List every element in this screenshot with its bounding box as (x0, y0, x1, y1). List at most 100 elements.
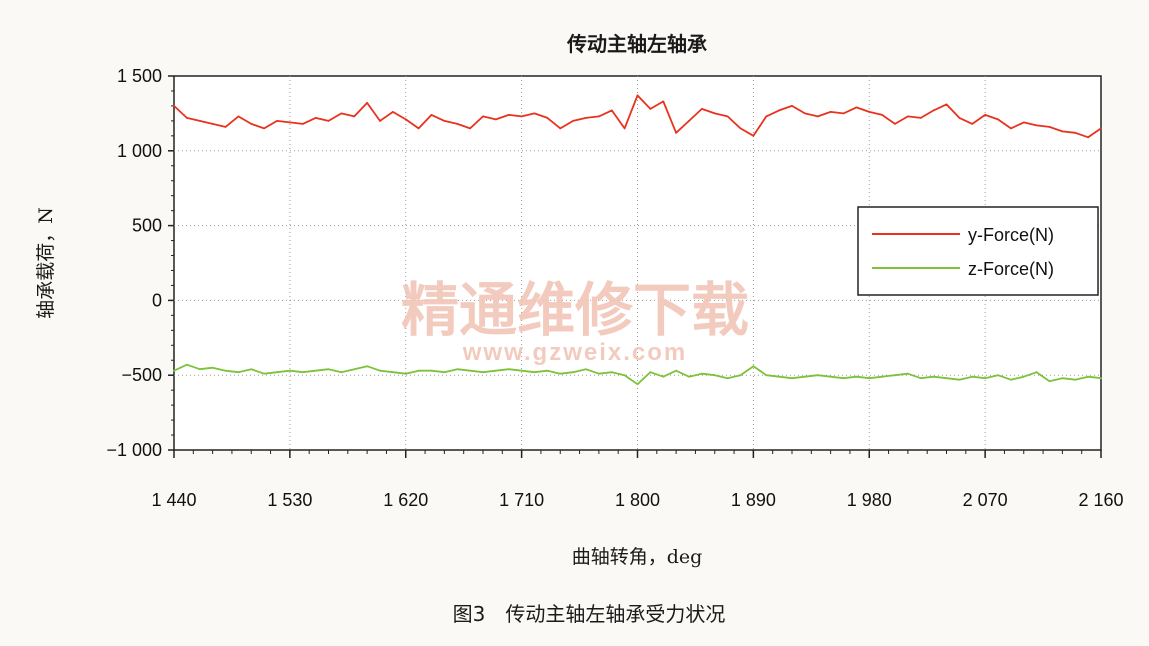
data-point-z-force (1048, 380, 1051, 383)
data-point-z-force (482, 371, 484, 374)
data-point-z-force (430, 369, 433, 372)
data-point-y-force (1048, 125, 1051, 128)
data-point-y-force (610, 109, 613, 112)
data-point-z-force (765, 374, 768, 377)
y-tick-label: 500 (132, 216, 162, 236)
data-point-y-force (314, 116, 317, 119)
data-point-z-force (276, 371, 278, 374)
data-point-z-force (1009, 378, 1012, 381)
data-point-y-force (507, 113, 510, 116)
data-point-y-force (842, 112, 845, 115)
data-point-y-force (430, 113, 433, 116)
data-point-y-force (340, 112, 343, 115)
data-point-z-force (868, 377, 871, 380)
data-point-z-force (919, 377, 922, 380)
data-point-y-force (456, 122, 459, 125)
data-point-z-force (688, 375, 690, 378)
data-point-z-force (791, 377, 793, 380)
x-tick-label: 2 160 (1078, 490, 1123, 510)
data-point-y-force (868, 111, 871, 113)
data-point-z-force (417, 369, 420, 372)
series-layer (173, 94, 1102, 386)
data-point-y-force (250, 122, 253, 125)
data-point-y-force (224, 125, 227, 128)
chart-title: 传动主轴左轴承 (566, 32, 707, 56)
data-point-y-force (791, 105, 793, 107)
data-point-y-force (675, 131, 678, 134)
legend: y-Force(N) z-Force(N) (857, 206, 1099, 296)
data-point-z-force (507, 368, 510, 371)
data-point-y-force (559, 127, 562, 130)
data-point-y-force (1022, 121, 1025, 124)
x-tick-label: 2 070 (963, 490, 1008, 510)
data-point-y-force (636, 94, 639, 97)
data-point-y-force (1074, 131, 1077, 134)
data-point-z-force (778, 375, 781, 378)
data-point-y-force (520, 115, 523, 118)
data-point-y-force (494, 118, 497, 121)
data-point-y-force (185, 116, 188, 119)
data-point-z-force (533, 371, 536, 374)
data-point-z-force (559, 372, 562, 375)
x-tick-label: 1 800 (615, 490, 660, 510)
data-point-y-force (829, 111, 832, 113)
data-point-y-force (572, 119, 575, 122)
data-point-z-force (1100, 377, 1102, 380)
data-point-z-force (572, 371, 575, 374)
data-point-y-force (739, 127, 742, 130)
data-point-y-force (443, 119, 446, 122)
y-tick-label: −500 (121, 365, 162, 385)
data-point-z-force (1061, 377, 1064, 380)
legend-box (857, 206, 1099, 296)
data-point-y-force (327, 119, 330, 122)
data-point-y-force (855, 106, 858, 109)
data-point-z-force (906, 372, 909, 375)
data-point-y-force (816, 115, 819, 118)
data-point-y-force (765, 115, 768, 118)
data-point-y-force (198, 119, 201, 122)
data-point-y-force (597, 115, 600, 118)
data-point-y-force (211, 122, 214, 125)
legend-label-y-force: y-Force(N) (968, 225, 1054, 245)
data-point-z-force (250, 368, 253, 371)
y-axis-label: 轴承载荷，N (35, 207, 57, 319)
data-point-z-force (1022, 375, 1025, 378)
watermark-url: www.gzweix.com (462, 339, 688, 366)
data-point-z-force (1074, 378, 1077, 381)
figure-caption: 图3 传动主轴左轴承受力状况 (453, 602, 726, 626)
data-point-z-force (945, 377, 948, 380)
data-point-y-force (945, 103, 948, 106)
data-point-z-force (404, 372, 407, 375)
data-point-y-force (997, 118, 999, 121)
data-point-z-force (829, 375, 832, 378)
data-point-z-force (1087, 375, 1090, 378)
x-tick-label: 1 890 (731, 490, 776, 510)
data-point-z-force (366, 365, 369, 368)
data-point-z-force (623, 374, 626, 377)
data-point-z-force (211, 366, 214, 369)
data-point-z-force (288, 369, 291, 372)
data-point-z-force (585, 368, 587, 371)
data-point-z-force (173, 369, 175, 372)
data-point-y-force (1009, 127, 1012, 130)
data-point-y-force (263, 127, 266, 130)
data-point-z-force (610, 371, 613, 374)
watermark: 精通维修下载 www.gzweix.com (401, 276, 749, 366)
data-point-y-force (894, 122, 896, 125)
data-point-z-force (263, 372, 266, 375)
data-point-z-force (469, 369, 472, 372)
data-point-y-force (649, 108, 652, 110)
data-point-y-force (881, 113, 884, 116)
data-point-y-force (546, 116, 549, 119)
data-point-y-force (391, 111, 394, 113)
data-point-y-force (906, 115, 909, 118)
y-tick-label: 1 000 (117, 141, 162, 161)
data-point-z-force (894, 374, 896, 377)
y-tick-label: 0 (152, 290, 162, 310)
data-point-y-force (932, 109, 935, 112)
data-point-z-force (726, 377, 729, 380)
legend-label-z-force: z-Force(N) (968, 259, 1054, 279)
data-point-z-force (932, 375, 935, 378)
data-point-y-force (173, 105, 175, 107)
